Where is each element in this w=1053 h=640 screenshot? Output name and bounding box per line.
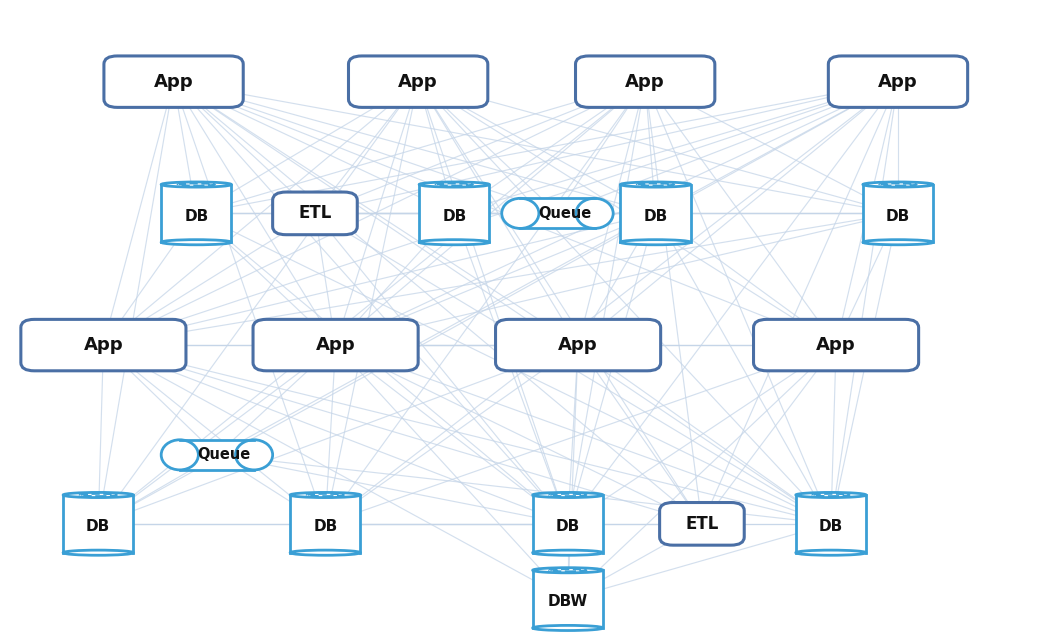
FancyBboxPatch shape xyxy=(349,56,488,108)
Text: DB: DB xyxy=(184,209,208,224)
Text: App: App xyxy=(558,336,598,354)
Ellipse shape xyxy=(161,182,232,187)
Text: App: App xyxy=(625,73,665,91)
Text: DB: DB xyxy=(886,209,910,224)
Ellipse shape xyxy=(161,440,198,470)
Text: DB: DB xyxy=(313,519,337,534)
Ellipse shape xyxy=(291,550,360,556)
Ellipse shape xyxy=(533,492,603,497)
Ellipse shape xyxy=(419,182,490,187)
Bar xyxy=(419,184,490,242)
Bar xyxy=(180,440,254,470)
Bar xyxy=(533,495,603,553)
Text: App: App xyxy=(316,336,356,354)
Ellipse shape xyxy=(291,492,360,497)
Text: DB: DB xyxy=(819,519,843,534)
Ellipse shape xyxy=(533,568,603,573)
FancyBboxPatch shape xyxy=(253,319,418,371)
Text: App: App xyxy=(83,336,123,354)
Ellipse shape xyxy=(533,625,603,630)
Text: App: App xyxy=(816,336,856,354)
Ellipse shape xyxy=(533,550,603,556)
Ellipse shape xyxy=(862,239,933,244)
Text: DB: DB xyxy=(556,519,580,534)
Ellipse shape xyxy=(862,182,933,187)
Ellipse shape xyxy=(620,182,691,187)
Text: DB: DB xyxy=(442,209,466,224)
FancyBboxPatch shape xyxy=(104,56,243,108)
Text: ETL: ETL xyxy=(686,515,718,533)
FancyBboxPatch shape xyxy=(576,56,715,108)
Ellipse shape xyxy=(576,198,613,228)
Text: Queue: Queue xyxy=(198,447,251,462)
Bar xyxy=(291,495,360,553)
Bar xyxy=(161,184,232,242)
Bar xyxy=(63,495,134,553)
Text: Queue: Queue xyxy=(538,206,592,221)
FancyBboxPatch shape xyxy=(496,319,660,371)
Ellipse shape xyxy=(796,492,866,497)
Text: App: App xyxy=(878,73,918,91)
Bar xyxy=(620,184,691,242)
Ellipse shape xyxy=(501,198,539,228)
Bar xyxy=(520,198,595,228)
FancyBboxPatch shape xyxy=(754,319,918,371)
Ellipse shape xyxy=(796,550,866,556)
Bar xyxy=(796,495,866,553)
Text: DBW: DBW xyxy=(548,595,588,609)
Ellipse shape xyxy=(161,239,232,244)
Bar xyxy=(533,570,603,628)
Ellipse shape xyxy=(63,550,134,556)
Text: App: App xyxy=(154,73,194,91)
Text: App: App xyxy=(398,73,438,91)
Ellipse shape xyxy=(419,239,490,244)
Bar xyxy=(862,184,933,242)
FancyBboxPatch shape xyxy=(829,56,968,108)
Ellipse shape xyxy=(63,492,134,497)
Text: DB: DB xyxy=(86,519,111,534)
FancyBboxPatch shape xyxy=(273,192,357,235)
Ellipse shape xyxy=(620,239,691,244)
Text: ETL: ETL xyxy=(298,204,332,222)
FancyBboxPatch shape xyxy=(21,319,186,371)
FancyBboxPatch shape xyxy=(659,502,744,545)
Text: DB: DB xyxy=(643,209,668,224)
Ellipse shape xyxy=(236,440,273,470)
